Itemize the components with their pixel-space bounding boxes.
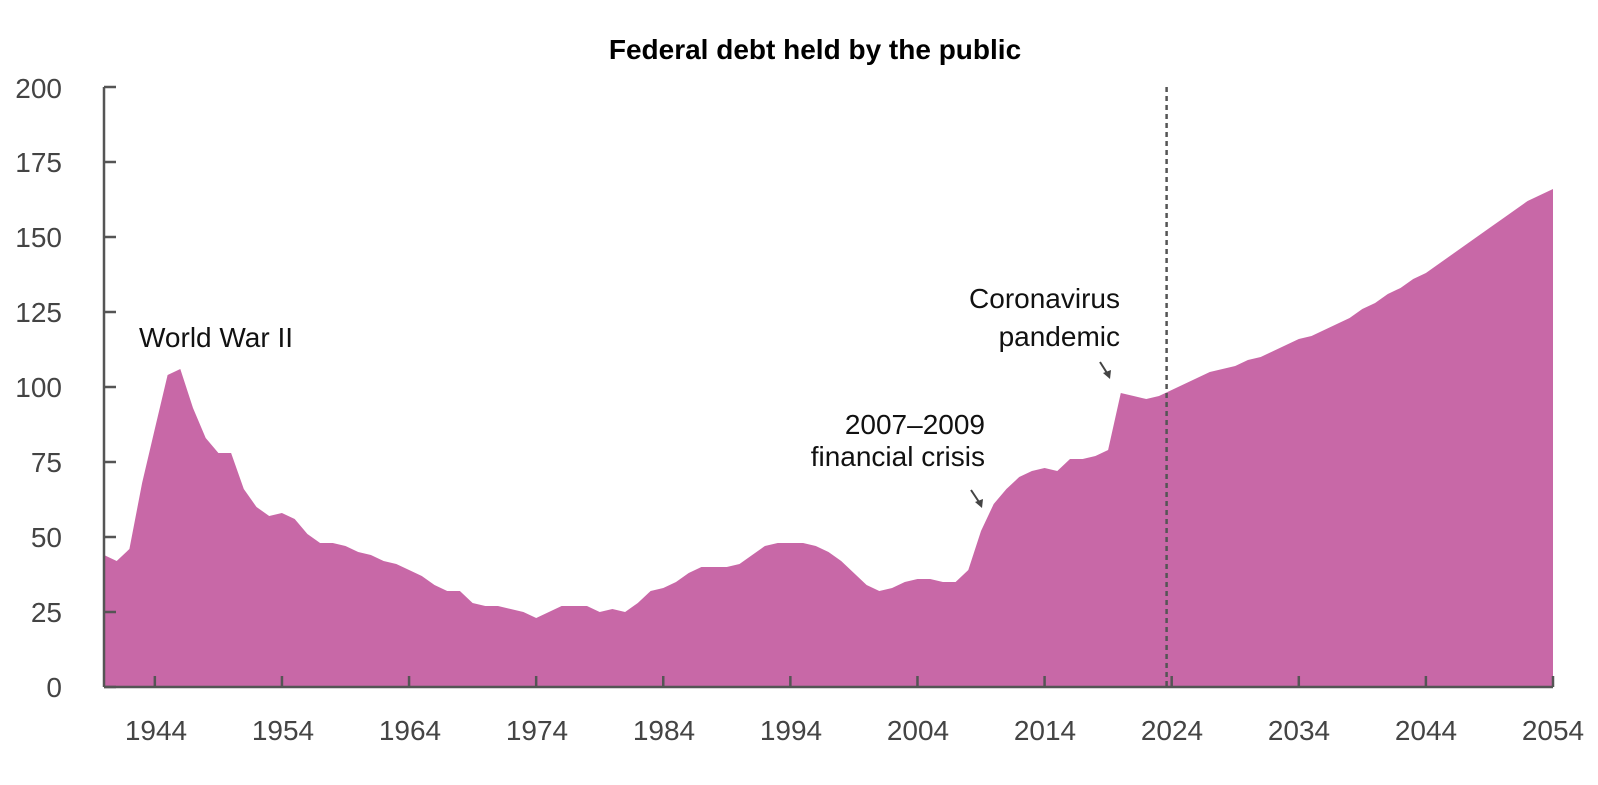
debt-area-series bbox=[104, 189, 1553, 687]
y-tick-label: 100 bbox=[15, 372, 62, 403]
x-axis bbox=[104, 676, 1555, 689]
arrow-down-right-icon bbox=[1099, 361, 1111, 379]
x-tick-label: 2014 bbox=[1014, 715, 1076, 746]
x-tick-label: 2024 bbox=[1141, 715, 1203, 746]
x-tick-label: 1954 bbox=[252, 715, 314, 746]
annotation-financial-crisis-line2: financial crisis bbox=[811, 441, 985, 472]
arrow-down-right-icon bbox=[970, 489, 983, 508]
x-tick-labels: 1944 1954 1964 1974 1984 1994 2004 2014 … bbox=[125, 715, 1584, 746]
x-tick-label: 1984 bbox=[633, 715, 695, 746]
y-tick-label: 200 bbox=[15, 73, 62, 104]
x-tick-label: 1974 bbox=[506, 715, 568, 746]
annotation-coronavirus-line2: pandemic bbox=[999, 321, 1120, 352]
annotation-coronavirus-pandemic: Coronavirus pandemic bbox=[969, 283, 1120, 379]
y-tick-label: 175 bbox=[15, 147, 62, 178]
x-tick-label: 1964 bbox=[379, 715, 441, 746]
x-axis-ticks bbox=[153, 676, 1555, 687]
x-tick-label: 2004 bbox=[887, 715, 949, 746]
annotation-financial-crisis-line1: 2007–2009 bbox=[845, 409, 985, 440]
y-tick-labels: 0 25 50 75 100 125 150 175 200 bbox=[15, 73, 62, 703]
y-tick-label: 0 bbox=[46, 672, 62, 703]
y-tick-label: 50 bbox=[31, 522, 62, 553]
x-tick-label: 2044 bbox=[1395, 715, 1457, 746]
y-tick-label: 75 bbox=[31, 447, 62, 478]
annotation-coronavirus-line1: Coronavirus bbox=[969, 283, 1120, 314]
x-tick-label: 2054 bbox=[1522, 715, 1584, 746]
chart-title: Federal debt held by the public bbox=[609, 34, 1021, 65]
y-tick-label: 150 bbox=[15, 222, 62, 253]
annotation-world-war-ii: World War II bbox=[139, 322, 293, 353]
x-tick-label: 1944 bbox=[125, 715, 187, 746]
x-tick-label: 1994 bbox=[760, 715, 822, 746]
annotation-financial-crisis: 2007–2009 financial crisis bbox=[811, 409, 985, 508]
x-tick-label: 2034 bbox=[1268, 715, 1330, 746]
y-tick-label: 25 bbox=[31, 597, 62, 628]
y-tick-label: 125 bbox=[15, 297, 62, 328]
